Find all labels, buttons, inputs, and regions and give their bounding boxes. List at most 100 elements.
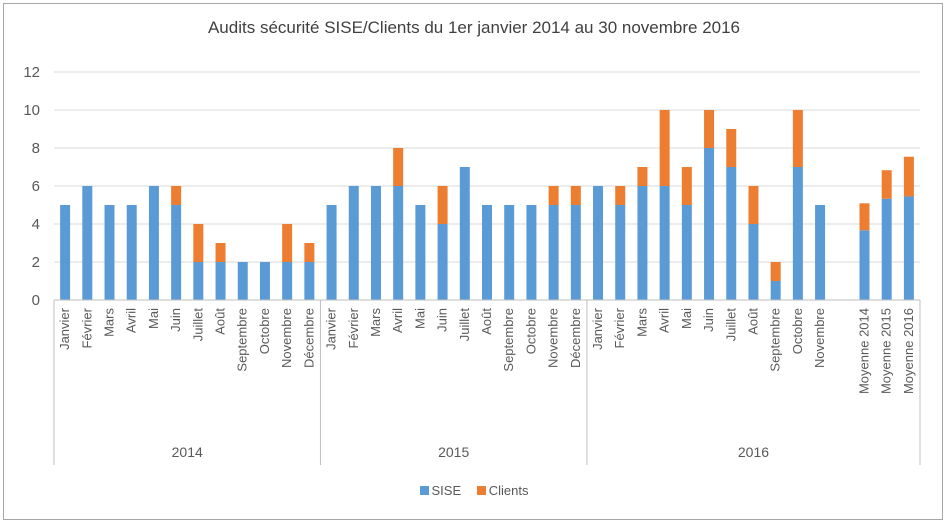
bar-sise [193, 262, 204, 300]
bar-sise [615, 205, 626, 300]
x-tick-label: Novembre [546, 308, 561, 368]
x-tick-label: Septembre [235, 308, 250, 372]
bar-clients [792, 110, 803, 167]
bar-clients [748, 186, 759, 224]
bar-clients [859, 203, 870, 231]
x-tick-label: Juillet [457, 308, 472, 342]
x-tick-label: Avril [657, 308, 672, 333]
bar-sise [326, 205, 337, 300]
x-tick-label: Juillet [190, 308, 205, 342]
x-axis-ticks: Janvier Février Mars Avril Mai Juin Juillet Aoû… [57, 307, 916, 394]
bar-clients [615, 186, 626, 205]
bar-sise [148, 186, 159, 300]
x-tick-label: Novembre [279, 308, 294, 368]
bar-sise [393, 186, 404, 300]
bar-sise [215, 262, 226, 300]
x-tick-label: Octobre [257, 308, 272, 354]
x-tick-label: Mars [102, 308, 117, 337]
bar-sise [726, 167, 737, 300]
y-tick-label: 0 [32, 292, 40, 309]
x-tick-label: Septembre [768, 308, 783, 372]
bar-clients [681, 167, 692, 205]
x-tick-label: Avril [390, 308, 405, 333]
x-tick-label: Juin [168, 308, 183, 332]
x-tick-label: Octobre [523, 308, 538, 354]
bar-sise [681, 205, 692, 300]
x-tick-label: Juin [435, 308, 450, 332]
x-tick-label: Moyenne 2014 [856, 308, 871, 394]
x-tick-label: Mars [634, 308, 649, 337]
y-tick-label: 10 [23, 102, 40, 119]
x-tick-label: Mars [368, 308, 383, 337]
bar-clients [570, 186, 581, 205]
bar-sise [370, 186, 381, 300]
bar-sise [903, 196, 914, 300]
legend-swatch-clients [476, 486, 486, 495]
bar-sise [415, 205, 426, 300]
y-tick-label: 2 [32, 254, 40, 271]
x-tick-label: Janvier [590, 307, 605, 350]
bar-sise [304, 262, 315, 300]
x-tick-label: Mai [146, 308, 161, 329]
x-tick-label: Novembre [812, 308, 827, 368]
bar-sise [659, 186, 670, 300]
bar-sise [548, 205, 559, 300]
y-tick-label: 8 [32, 140, 40, 157]
x-tick-label: Décembre [568, 308, 583, 368]
x-tick-label: Moyenne 2016 [901, 308, 916, 394]
legend-label-sise: SISE [431, 483, 462, 498]
x-tick-label: Juin [701, 308, 716, 332]
bar-sise [348, 186, 359, 300]
bar-clients [881, 170, 892, 199]
bar-clients [282, 224, 293, 262]
bar-clients [548, 186, 559, 205]
bar-sise [437, 224, 448, 300]
x-tick-label: Février [612, 307, 627, 348]
bar-clients [304, 243, 315, 262]
bar-sise [593, 186, 604, 300]
bar-sise [748, 224, 759, 300]
legend-label-clients: Clients [488, 483, 529, 498]
x-tick-label: Août [213, 308, 228, 335]
bar-sise [237, 262, 248, 300]
x-tick-label: Juillet [723, 308, 738, 342]
bar-sise [881, 198, 892, 300]
x-tick-label: Août [745, 308, 760, 335]
x-axis-groups: 2014 2015 2016 [172, 444, 770, 460]
x-tick-label: Avril [124, 308, 139, 333]
x-tick-label: Mai [679, 308, 694, 329]
x-tick-label: Mai [412, 308, 427, 329]
legend-item-sise: SISE [419, 483, 462, 498]
bar-sise [259, 262, 270, 300]
x-tick-label: Janvier [57, 307, 72, 350]
bar-sise [637, 186, 648, 300]
bar-sise [104, 205, 115, 300]
bar-sise [482, 205, 492, 300]
legend: SISE Clients [0, 483, 948, 498]
x-tick-label: Octobre [790, 308, 805, 354]
legend-item-clients: Clients [476, 483, 529, 498]
y-axis-ticks: 0 2 4 6 8 10 12 [23, 64, 40, 309]
chart-title: Audits sécurité SISE/Clients du 1er janv… [207, 18, 741, 37]
x-tick-label: Janvier [324, 307, 339, 350]
bar-clients [903, 156, 914, 197]
bars [60, 110, 914, 300]
bar-sise [171, 205, 182, 300]
bar-clients [726, 129, 737, 167]
bar-sise [504, 205, 515, 300]
y-tick-label: 12 [23, 64, 40, 81]
x-tick-label: Décembre [301, 308, 316, 368]
y-tick-label: 6 [32, 178, 40, 195]
bar-clients [215, 243, 226, 262]
group-label: 2014 [172, 444, 203, 460]
x-tick-label: Septembre [501, 308, 516, 372]
group-label: 2015 [438, 444, 469, 460]
x-tick-label: Août [479, 308, 494, 335]
bar-clients [393, 148, 404, 186]
bar-clients [193, 224, 204, 262]
x-tick-label: Février [346, 307, 361, 348]
x-tick-label: Moyenne 2015 [879, 308, 894, 394]
bar-sise [282, 262, 293, 300]
bar-sise [526, 205, 537, 300]
